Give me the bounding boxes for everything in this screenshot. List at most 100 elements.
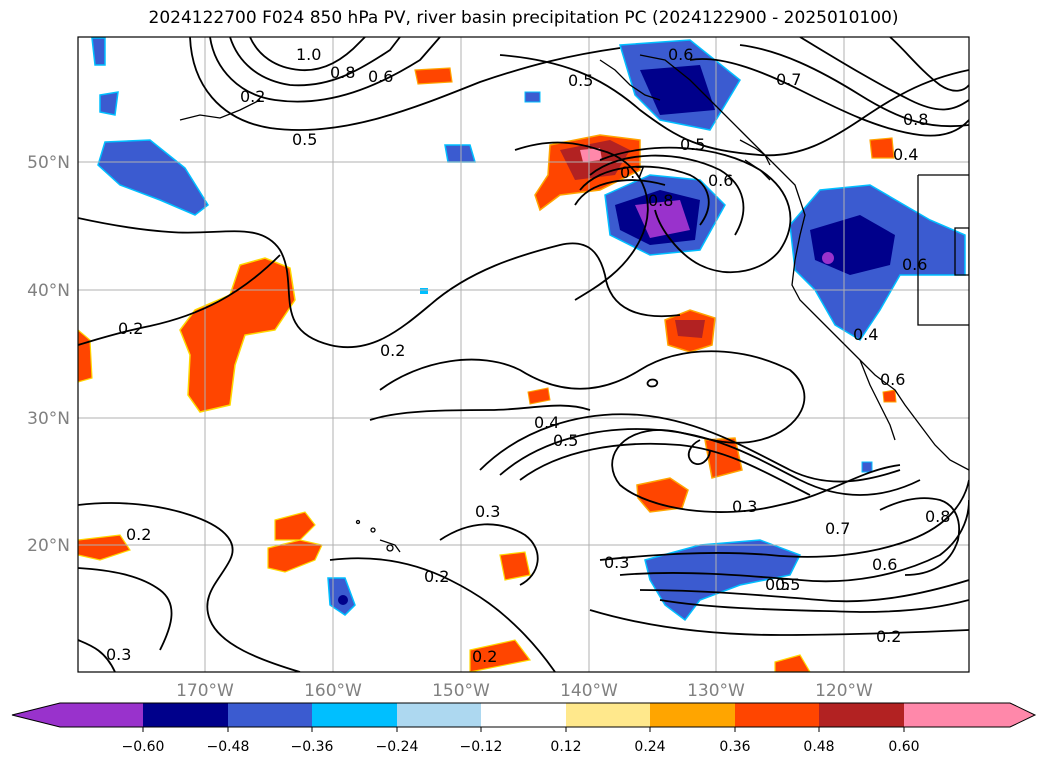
- colorbar-tick-label: 0.24: [634, 739, 665, 755]
- pv-contours: [78, 37, 969, 672]
- colorbar-tick-label: −0.24: [376, 739, 419, 755]
- colorbar-tick-label: 0.36: [719, 739, 750, 755]
- contour-label: 0.4: [893, 145, 918, 164]
- contour-label: 0.5: [553, 431, 578, 450]
- contour-label: 0.6: [902, 255, 927, 274]
- precip-shading: [78, 37, 966, 672]
- colorbar-tick-label: −0.12: [460, 739, 503, 755]
- negative-anomaly-region: [822, 252, 834, 264]
- graticule: [78, 37, 969, 672]
- longitude-label: 140°W: [560, 681, 618, 701]
- positive-anomaly-region: [179, 257, 296, 413]
- contour-label: 0.8: [903, 110, 928, 129]
- map-frame: [77, 36, 970, 673]
- positive-anomaly-region: [527, 387, 551, 405]
- positive-anomaly-region: [869, 137, 895, 159]
- positive-anomaly-region: [78, 329, 93, 383]
- positive-anomaly-region: [414, 67, 453, 85]
- latitude-label: 50°N: [27, 153, 70, 173]
- contour-label: 0.2: [240, 87, 265, 106]
- colorbar: −0.60 −0.48 −0.36 −0.24 −0.12 0.12 0.24 …: [11, 702, 1037, 755]
- positive-anomaly-region: [580, 148, 602, 162]
- contour-label: 0.2: [876, 627, 901, 646]
- contour-label: 0.7: [776, 70, 801, 89]
- contour-label: 0.5: [292, 130, 317, 149]
- negative-anomaly-region: [444, 144, 477, 163]
- contour-label: 0.2: [118, 319, 143, 338]
- colorbar-ticks: −0.60 −0.48 −0.36 −0.24 −0.12 0.12 0.24 …: [122, 739, 920, 755]
- contour-label: 0.6: [368, 67, 393, 86]
- negative-anomaly-region: [524, 91, 541, 103]
- negative-anomaly-region: [99, 91, 119, 116]
- colorbar-segment: [143, 703, 228, 727]
- latitude-label: 30°N: [27, 409, 70, 429]
- colorbar-segments: [12, 703, 1035, 732]
- positive-anomaly-region: [675, 320, 705, 338]
- positive-anomaly-region: [774, 654, 811, 672]
- longitude-label: 170°W: [176, 681, 234, 701]
- contour-label: 0.2: [126, 525, 151, 544]
- contour-label: 0.4: [534, 413, 559, 432]
- colorbar-segment: [650, 703, 735, 727]
- contour-label: 0.3: [732, 497, 757, 516]
- negative-anomaly-region: [338, 595, 348, 605]
- contour-label: 0.6: [668, 45, 693, 64]
- latitude-label: 20°N: [27, 536, 70, 556]
- contour-label: 0.8: [330, 63, 355, 82]
- negative-anomaly-region: [91, 37, 106, 66]
- colorbar-tick-label: −0.36: [291, 739, 334, 755]
- colorbar-tick-label: −0.48: [207, 739, 250, 755]
- contour-label: 0.5: [680, 135, 705, 154]
- contour-label: 0.5: [568, 71, 593, 90]
- positive-anomaly-region: [636, 477, 689, 513]
- positive-anomaly-region: [274, 511, 316, 541]
- contour-label: 0.6: [880, 370, 905, 389]
- contour-label: 0.3: [475, 502, 500, 521]
- contour-label: 0.8: [925, 507, 950, 526]
- contour-label: 1.0: [296, 45, 321, 64]
- longitude-label: 150°W: [432, 681, 490, 701]
- contour-label: 0.3: [604, 553, 629, 572]
- figure-title: 2024122700 F024 850 hPa PV, river basin …: [148, 8, 899, 28]
- contour-label: 0.2: [424, 567, 449, 586]
- colorbar-segment: [397, 703, 481, 727]
- colorbar-segment: [735, 703, 819, 727]
- contour-label: 0.7: [620, 163, 645, 182]
- negative-anomaly-region: [640, 65, 715, 115]
- colorbar-tick-label: 0.48: [803, 739, 834, 755]
- colorbar-segment: [312, 703, 397, 727]
- contour-label-group: 1.0 0.8 0.6 0.5 0.6 0.7 0.8 0.4 0.5 0.6 …: [106, 45, 950, 666]
- positive-anomaly-region: [78, 534, 131, 561]
- positive-anomaly-region: [267, 539, 323, 573]
- colorbar-segment: [566, 703, 650, 727]
- colorbar-tick-label: 0.12: [550, 739, 581, 755]
- colorbar-segment: [904, 703, 1035, 727]
- latitude-axis: 50°N 40°N 30°N 20°N: [27, 153, 70, 556]
- contour-label: 0.2: [380, 341, 405, 360]
- contour-label: 0.6: [708, 171, 733, 190]
- colorbar-segment: [12, 703, 143, 727]
- longitude-axis: 170°W 160°W 150°W 140°W 130°W 120°W: [176, 681, 873, 701]
- contour-label: 0.5: [765, 575, 790, 594]
- contour-label: 0.6: [872, 555, 897, 574]
- contour-label: 0.4: [853, 325, 878, 344]
- negative-anomaly-region: [861, 461, 873, 473]
- contour-label: 0.2: [472, 647, 497, 666]
- contour-label: 0.7: [825, 519, 850, 538]
- colorbar-segment: [819, 703, 904, 727]
- positive-anomaly-region: [469, 639, 532, 672]
- positive-anomaly-region: [499, 551, 531, 581]
- contour-label: 0.5: [775, 575, 800, 594]
- contour-label: 0.3: [106, 645, 131, 664]
- negative-anomaly-region: [420, 288, 428, 294]
- contour-label: 0.8: [648, 191, 673, 210]
- negative-anomaly-region: [644, 539, 802, 622]
- longitude-label: 120°W: [815, 681, 873, 701]
- colorbar-tick-label: 0.60: [888, 739, 919, 755]
- colorbar-outline: [11, 702, 1037, 728]
- latitude-label: 40°N: [27, 281, 70, 301]
- longitude-label: 160°W: [304, 681, 362, 701]
- positive-anomaly-region: [882, 389, 897, 403]
- colorbar-segment: [481, 703, 566, 727]
